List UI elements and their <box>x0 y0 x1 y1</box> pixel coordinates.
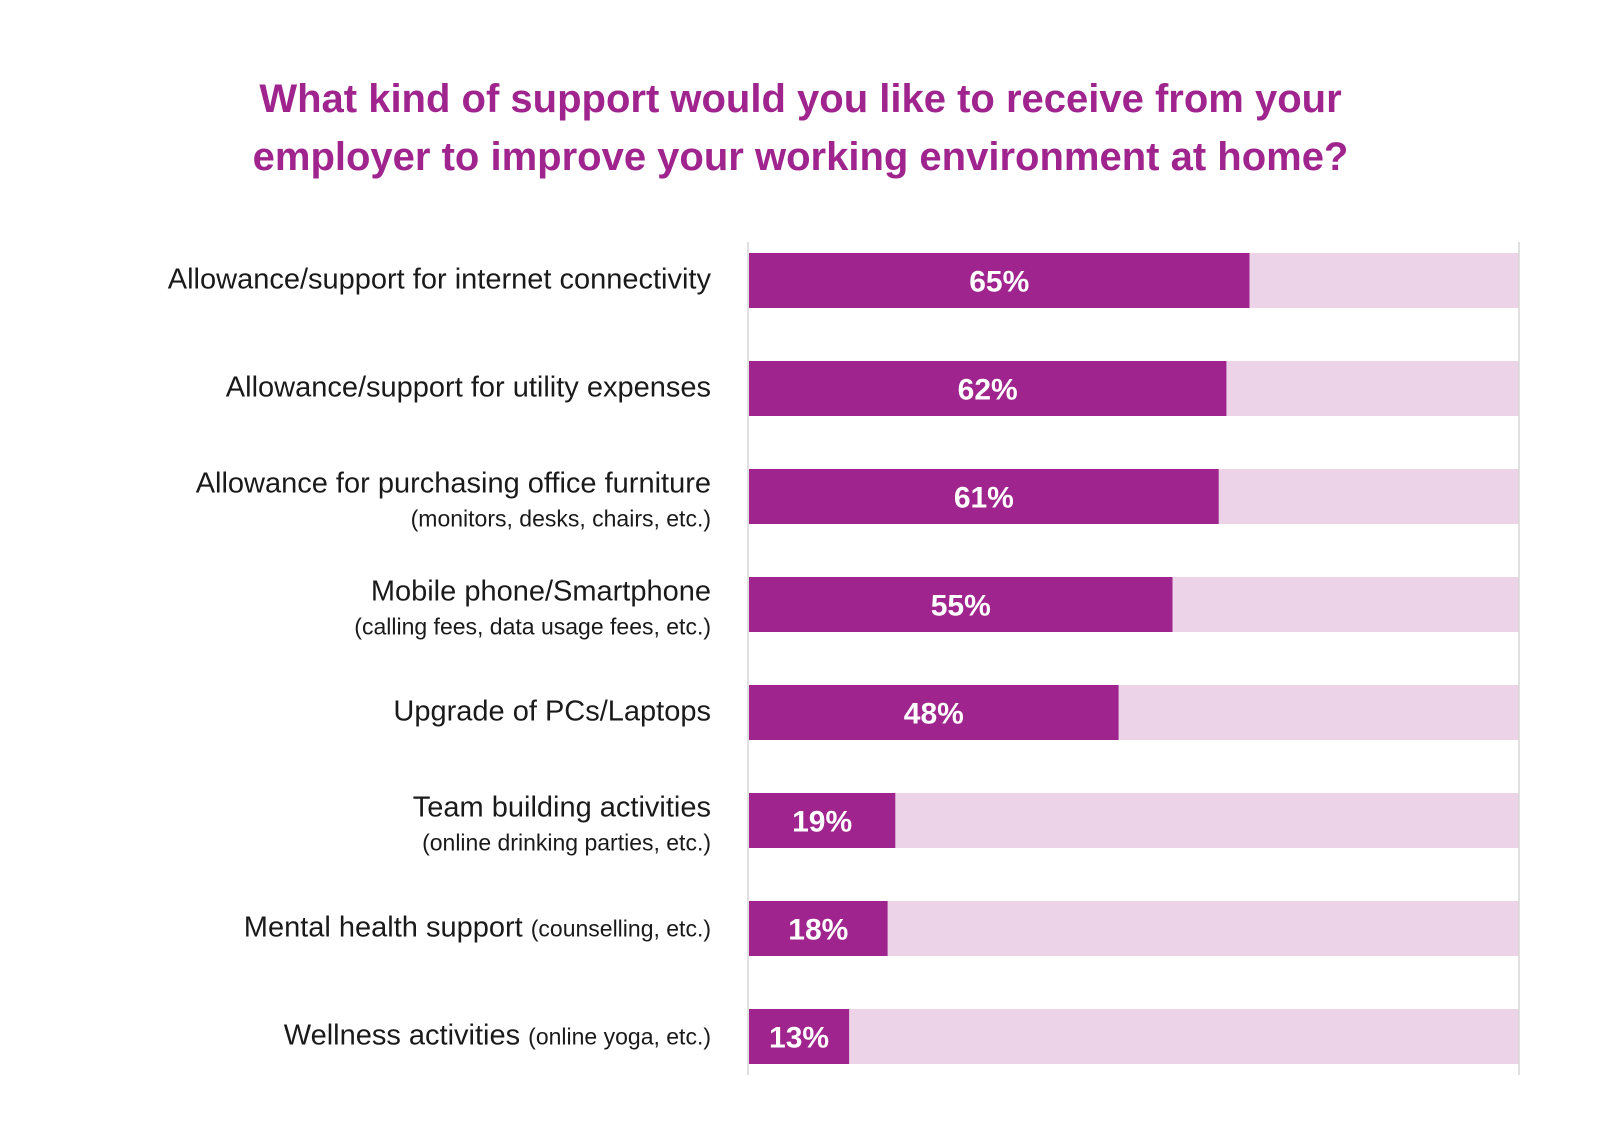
bar <box>749 469 1219 524</box>
category-label-main: Mental health support <box>244 912 531 944</box>
category-label-main: Wellness activities <box>284 1020 528 1052</box>
category-label: Mental health support (counselling, etc.… <box>244 912 711 944</box>
bar <box>749 901 888 956</box>
data-label: 55% <box>931 590 991 623</box>
data-label: 65% <box>969 266 1029 299</box>
category-label-sub: (counselling, etc.) <box>531 916 711 942</box>
bar <box>749 685 1119 740</box>
category-label: Mobile phone/Smartphone <box>371 576 711 608</box>
data-label: 13% <box>769 1022 829 1055</box>
chart-title-line-1: What kind of support would you like to r… <box>259 77 1342 121</box>
data-label: 18% <box>788 914 848 947</box>
category-label: Allowance for purchasing office furnitur… <box>196 468 711 500</box>
data-label: 48% <box>904 698 964 731</box>
bar <box>749 1009 850 1064</box>
category-label: Allowance/support for internet connectiv… <box>168 264 712 296</box>
bar-track <box>749 1009 1519 1064</box>
category-label: Team building activities <box>413 792 711 824</box>
data-label: 19% <box>792 806 852 839</box>
category-label: Upgrade of PCs/Laptops <box>393 696 711 728</box>
data-label: 61% <box>954 482 1014 515</box>
bar <box>749 253 1250 308</box>
bar <box>749 577 1173 632</box>
bar <box>749 361 1227 416</box>
category-sublabel: (monitors, desks, chairs, etc.) <box>411 506 711 532</box>
chart-title-line-2: employer to improve your working environ… <box>252 135 1349 179</box>
category-label: Wellness activities (online yoga, etc.) <box>284 1020 711 1052</box>
chart-title: What kind of support would you like to r… <box>0 70 1601 186</box>
category-sublabel: (online drinking parties, etc.) <box>422 830 711 856</box>
category-label-sub: (online yoga, etc.) <box>528 1024 711 1050</box>
category-label: Allowance/support for utility expenses <box>226 372 711 404</box>
bar <box>749 793 896 848</box>
category-sublabel: (calling fees, data usage fees, etc.) <box>354 614 711 640</box>
data-label: 62% <box>958 374 1018 407</box>
